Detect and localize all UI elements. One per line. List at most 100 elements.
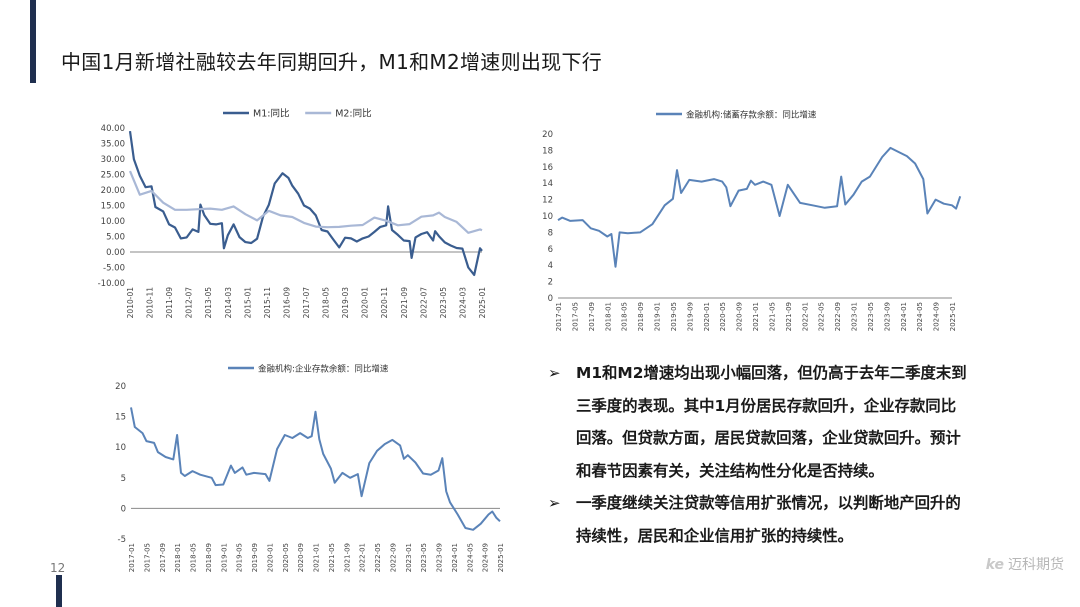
x-tick-label: 2022-09 [389,543,397,572]
x-tick-label: 2024-09 [933,302,941,331]
series-line-1 [557,146,962,268]
x-tick-label: 2021-01 [752,302,760,331]
company-logo: ke 迈科期货 [986,554,1064,574]
x-tick-label: 2023-05 [439,287,448,319]
x-tick-label: 2018-09 [637,302,645,331]
y-tick-label: -5.00 [103,264,125,274]
title-accent-bar [30,0,36,83]
chart-m1-m2-yoy-svg: 40.00 35.00 30.00 25.00 20.00 15.00 10.00 5.00 0… [98,108,487,319]
legend-label: M2:同比 [335,108,371,120]
legend-label: 金融机构:企业存款余额：同比增速 [258,364,389,375]
x-tick-label: 2025-01 [949,302,957,331]
y-tick-label: 15.00 [101,202,125,212]
x-tick-label: 2023-09 [883,302,891,331]
x-tick-label: 2024-01 [900,302,908,331]
page-number: 12 [50,561,66,575]
x-tick-label: 2020-05 [282,543,290,572]
y-tick-label: 5 [121,474,126,484]
x-tick-label: 2011-09 [165,287,174,319]
x-tick-label: 2018-05 [190,543,198,572]
y-tick-label: 10 [115,443,126,453]
y-tick-label: 12 [542,196,553,206]
x-tick-label: 2022-01 [801,302,809,331]
series-line-2 [128,170,483,234]
y-tick-label: 20.00 [101,186,125,196]
x-tick-label: 2017-07 [302,287,311,319]
x-tick-label: 2023-01 [851,302,859,331]
x-tick-label: 2024-05 [916,302,924,331]
page-title: 中国1月新增社融较去年同期回升，M1和M2增速则出现下行 [61,50,603,74]
x-tick-label: 2017-01 [555,302,563,331]
x-tick-label: 2018-09 [205,543,213,572]
x-tick-label: 2023-05 [867,302,875,331]
x-tick-label: 2022-01 [359,543,367,572]
x-tick-label: 2018-01 [604,302,612,331]
x-tick-label: 2018-05 [621,302,629,331]
x-tick-label: 2020-11 [380,287,389,319]
x-tick-label: 2022-07 [419,287,428,319]
y-tick-label: 25.00 [101,171,125,181]
logo-name: 迈科期货 [1008,557,1064,573]
y-tick-label: -5 [118,535,126,545]
logo-mark: ke [985,557,1004,573]
y-tick-label: 0 [548,294,553,304]
y-tick-label: 16 [542,163,553,173]
y-tick-label: 40.00 [101,124,125,134]
x-tick-label: 2023-05 [420,543,428,572]
x-tick-label: 2010-01 [126,287,135,319]
y-tick-label: 0 [121,504,126,514]
footer-accent-bar [56,575,62,607]
x-tick-label: 2019-09 [251,543,259,572]
x-tick-label: 2020-01 [703,302,711,331]
x-tick-label: 2022-05 [374,543,382,572]
x-tick-label: 2020-01 [266,543,274,572]
x-tick-label: 2012-07 [185,287,194,319]
x-tick-label: 2021-05 [328,543,336,572]
x-tick-label: 2020-01 [361,287,370,319]
legend-label: 金融机构:储蓄存款余额：同比增速 [686,110,817,121]
y-tick-label: 4 [548,261,553,271]
x-tick-label: 2023-01 [405,543,413,572]
bullet-item-m1-m2: M1和M2增速均出现小幅回落，但仍高于去年二季度末到三季度的表现。其中1月份居民… [548,357,968,487]
y-tick-label: 15 [115,413,126,423]
series-line-1 [128,130,483,276]
y-tick-label: 20 [115,382,126,392]
x-tick-label: 2019-01 [654,302,662,331]
x-tick-label: 2023-09 [436,543,444,572]
x-tick-label: 2015-01 [243,287,252,319]
x-tick-label: 2019-09 [686,302,694,331]
chart-corporate-deposit-yoy: 20 15 10 5 0 -5 2017-01 2017-05 2017-09 2018-01 20… [103,358,513,580]
x-tick-label: 2019-05 [236,543,244,572]
x-tick-label: 2017-09 [588,302,596,331]
x-tick-label: 2025-01 [497,543,505,572]
bullet-list: M1和M2增速均出现小幅回落，但仍高于去年二季度末到三季度的表现。其中1月份居民… [548,357,968,552]
y-tick-label: 35.00 [101,140,125,150]
x-tick-label: 2020-09 [736,302,744,331]
y-tick-label: -10.00 [98,279,125,289]
x-tick-label: 2021-09 [400,287,409,319]
x-tick-label: 2013-05 [204,287,213,319]
y-tick-label: 10.00 [101,217,125,227]
chart-savings-deposit-yoy: 20 18 16 14 12 10 8 6 4 2 0 2017-01 2017-05 2017-09 20… [531,104,971,344]
y-tick-label: 6 [548,245,553,255]
x-tick-label: 2019-01 [220,543,228,572]
x-tick-label: 2014-03 [224,287,233,319]
x-tick-label: 2018-05 [322,287,331,319]
y-tick-label: 2 [548,278,553,288]
x-tick-label: 2024-09 [482,543,490,572]
x-tick-label: 2018-01 [174,543,182,572]
y-tick-label: 18 [542,146,553,156]
y-tick-label: 10 [542,212,553,222]
y-tick-label: 14 [542,179,553,189]
x-tick-label: 2020-05 [719,302,727,331]
x-tick-label: 2021-01 [313,543,321,572]
bullet-item-credit: 一季度继续关注贷款等信用扩张情况，以判断地产回升的持续性，居民和企业信用扩张的持… [548,487,968,552]
x-tick-label: 2017-05 [143,543,151,572]
x-tick-label: 2017-01 [128,543,136,572]
x-tick-label: 2021-05 [768,302,776,331]
y-tick-label: 8 [548,228,553,238]
x-tick-label: 2017-05 [571,302,579,331]
x-tick-label: 2024-05 [466,543,474,572]
chart-m1-m2-yoy: 40.00 35.00 30.00 25.00 20.00 15.00 10.00 5.00 0… [88,104,508,326]
